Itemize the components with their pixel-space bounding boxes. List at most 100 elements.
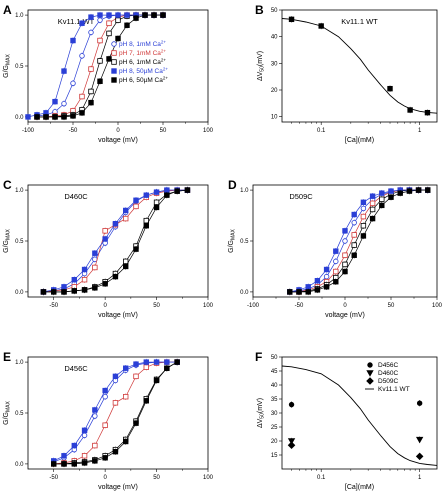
data-point — [416, 400, 423, 406]
y-axis: 0.0 0.5 1.0 — [240, 188, 253, 296]
legend-marker — [111, 59, 117, 65]
data-point — [61, 453, 67, 459]
y-axis-label: ΔV50(mV) — [257, 398, 266, 428]
data-point — [88, 66, 94, 72]
data-point — [342, 268, 348, 275]
legend-entry: pH 6, 50µM Ca2+ — [119, 76, 168, 85]
series-1 — [287, 436, 424, 445]
legend-entry: pH 8, 1mM Ca2+ — [119, 40, 166, 49]
data-point — [160, 12, 166, 18]
series-4 — [51, 358, 180, 468]
y-tick-label: 50 — [271, 355, 278, 361]
data-point — [123, 263, 129, 270]
data-point — [71, 288, 77, 294]
series-2 — [287, 186, 431, 296]
y-tick-label: 20 — [271, 439, 278, 445]
fit-line — [281, 18, 438, 114]
x-tick-label: 0 — [103, 303, 107, 309]
series-3 — [287, 186, 431, 296]
data-point — [79, 110, 85, 116]
data-point — [133, 420, 139, 426]
data-point — [323, 266, 330, 273]
data-point — [61, 100, 67, 107]
panel-letter: B — [255, 3, 264, 17]
legend-marker — [366, 377, 374, 385]
data-point — [305, 289, 311, 295]
data-point — [123, 207, 129, 214]
y-axis-label: ΔV50(mV) — [257, 51, 266, 81]
panel-letter: A — [3, 3, 12, 17]
data-point — [81, 276, 88, 283]
data-point — [43, 114, 49, 120]
data-point — [81, 266, 88, 273]
data-point — [123, 365, 129, 371]
data-point — [143, 398, 149, 404]
data-point — [102, 236, 108, 242]
data-point — [97, 78, 103, 84]
x-tick-label: 0.1 — [317, 128, 326, 134]
data-point — [70, 80, 76, 87]
data-point — [360, 223, 367, 229]
data-point — [25, 114, 31, 120]
data-point — [164, 192, 170, 198]
x-tick-label: -50 — [49, 475, 58, 481]
x-axis: -50 0 50 100 — [49, 469, 214, 481]
data-point — [323, 284, 330, 290]
data-point — [97, 58, 103, 64]
data-point — [360, 199, 367, 206]
panel-letter: D — [228, 178, 237, 192]
panel-title: D460C — [64, 192, 88, 201]
data-point — [71, 276, 77, 283]
data-point — [153, 359, 160, 365]
data-point — [407, 107, 413, 113]
y-tick-label: 0.0 — [15, 290, 24, 296]
data-point — [153, 377, 160, 384]
data-point — [106, 20, 112, 26]
data-point — [133, 15, 139, 21]
data-point — [115, 35, 121, 42]
panel-title: Kv11.1 WT — [58, 17, 95, 26]
series-2 — [287, 441, 424, 461]
data-point — [61, 68, 67, 74]
data-point — [61, 289, 67, 295]
data-point — [143, 223, 149, 229]
data-point — [296, 289, 302, 295]
data-point — [81, 287, 88, 293]
y-tick-label: 1.0 — [240, 188, 249, 194]
data-point — [342, 228, 348, 234]
data-point — [34, 114, 40, 120]
data-point — [369, 215, 376, 222]
data-point — [153, 204, 160, 211]
data-point — [70, 113, 76, 119]
data-point — [151, 12, 157, 18]
data-point — [102, 281, 108, 287]
data-point — [360, 205, 367, 212]
plot-frame — [281, 9, 438, 123]
y-tick-label: 40 — [271, 35, 278, 41]
data-point — [314, 287, 321, 293]
panel-e: E -50 0 50 100 0.0 0.5 1.0 voltage (mV) G/GMAX D45… — [3, 350, 214, 491]
x-tick-label: 50 — [388, 303, 395, 309]
data-point — [133, 361, 139, 367]
legend-entry: D509C — [378, 378, 399, 385]
data-point — [133, 197, 139, 203]
data-point — [102, 422, 108, 428]
data-point — [388, 188, 394, 194]
y-axis-label: G/GMAX — [3, 401, 12, 425]
y-axis: 0.0 0.5 1.0 — [15, 188, 28, 296]
data-point — [123, 258, 129, 265]
legend-marker — [367, 362, 373, 368]
data-point — [52, 114, 58, 120]
data-point — [288, 401, 295, 408]
data-point — [133, 246, 139, 252]
y-tick-label: 30 — [271, 61, 278, 67]
x-tick-label: 0 — [103, 475, 107, 481]
data-point — [123, 438, 129, 445]
fit-line — [281, 365, 438, 466]
data-point — [92, 413, 98, 419]
x-tick-label: 100 — [203, 475, 214, 481]
series-4 — [40, 186, 191, 296]
y-tick-label: 0.0 — [15, 115, 24, 121]
data-point — [164, 359, 170, 365]
